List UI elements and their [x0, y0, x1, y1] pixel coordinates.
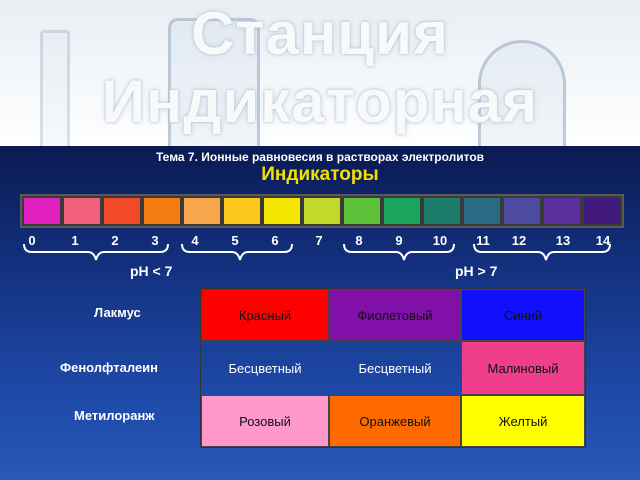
banner-title-line2: Индикаторная: [101, 68, 539, 135]
topic-title: Тема 7. Ионные равновесия в растворах эл…: [155, 150, 485, 164]
ph-number: 13: [555, 233, 571, 248]
ph-color-cell: [544, 198, 580, 224]
ph-color-cell: [224, 198, 260, 224]
indicator-name: Метилоранж: [74, 408, 155, 423]
ph-number: 6: [271, 233, 279, 248]
ph-color-cell: [304, 198, 340, 224]
slide-heading: Индикаторы: [261, 164, 379, 185]
ph-color-cell: [144, 198, 180, 224]
weak-acid-range-brace: [181, 243, 293, 261]
acid-range-brace: [23, 243, 169, 261]
flask-image: [478, 40, 566, 146]
indicator-name: Фенолфталеин: [60, 360, 159, 375]
beaker-image: [168, 18, 260, 146]
banner-title-line1: Станция: [190, 0, 450, 67]
indicator-color-cell: Желтый: [461, 395, 585, 447]
ph-color-cell: [184, 198, 220, 224]
indicator-name: Лакмус: [94, 305, 141, 320]
ph-color-cell: [344, 198, 380, 224]
ph-acid-label: pH < 7: [130, 263, 173, 279]
indicator-color-table: Красный Фиолетовый Синий Бесцветный Бесцветн…: [200, 288, 586, 448]
slide: Тема 7. Ионные равновесия в растворах эл…: [0, 146, 640, 480]
ph-base-label: pH > 7: [455, 263, 498, 279]
ph-number: 14: [595, 233, 611, 248]
ph-number: 2: [111, 233, 119, 248]
ph-color-cell: [504, 198, 540, 224]
ph-color-scale: [20, 194, 624, 228]
base-range-brace: [473, 243, 611, 261]
title-banner: Станция Индикаторная: [0, 0, 640, 146]
ph-color-cell: [104, 198, 140, 224]
indicator-color-cell: Красный: [201, 289, 329, 341]
indicator-color-cell: Малиновый: [461, 341, 585, 395]
ph-number: 0: [28, 233, 36, 248]
ph-number: 4: [191, 233, 199, 248]
ph-color-cell: [64, 198, 100, 224]
ph-number: 12: [511, 233, 527, 248]
weak-base-range-brace: [343, 243, 455, 261]
indicator-color-cell: Розовый: [201, 395, 329, 447]
ph-color-cell: [264, 198, 300, 224]
ph-number: 7: [315, 233, 323, 248]
ph-range-braces: [23, 243, 611, 261]
ph-number: 1: [71, 233, 79, 248]
ph-color-cell: [584, 198, 620, 224]
indicator-color-cell: Бесцветный: [358, 360, 432, 376]
ph-color-cell: [424, 198, 460, 224]
indicator-color-cell: Оранжевый: [329, 395, 461, 447]
indicator-color-cell: Фиолетовый: [329, 289, 461, 341]
ph-number: 9: [395, 233, 403, 248]
indicator-color-cell: Бесцветный: [228, 360, 302, 376]
ph-number: 5: [231, 233, 239, 248]
test-tube-image: [40, 30, 70, 146]
indicator-color-cell: Синий: [461, 289, 585, 341]
ph-number: 3: [151, 233, 159, 248]
ph-color-cell: [464, 198, 500, 224]
ph-number: 10: [432, 233, 448, 248]
ph-number: 8: [355, 233, 363, 248]
ph-number: 11: [476, 233, 490, 248]
ph-color-cell: [24, 198, 60, 224]
ph-color-cell: [384, 198, 420, 224]
